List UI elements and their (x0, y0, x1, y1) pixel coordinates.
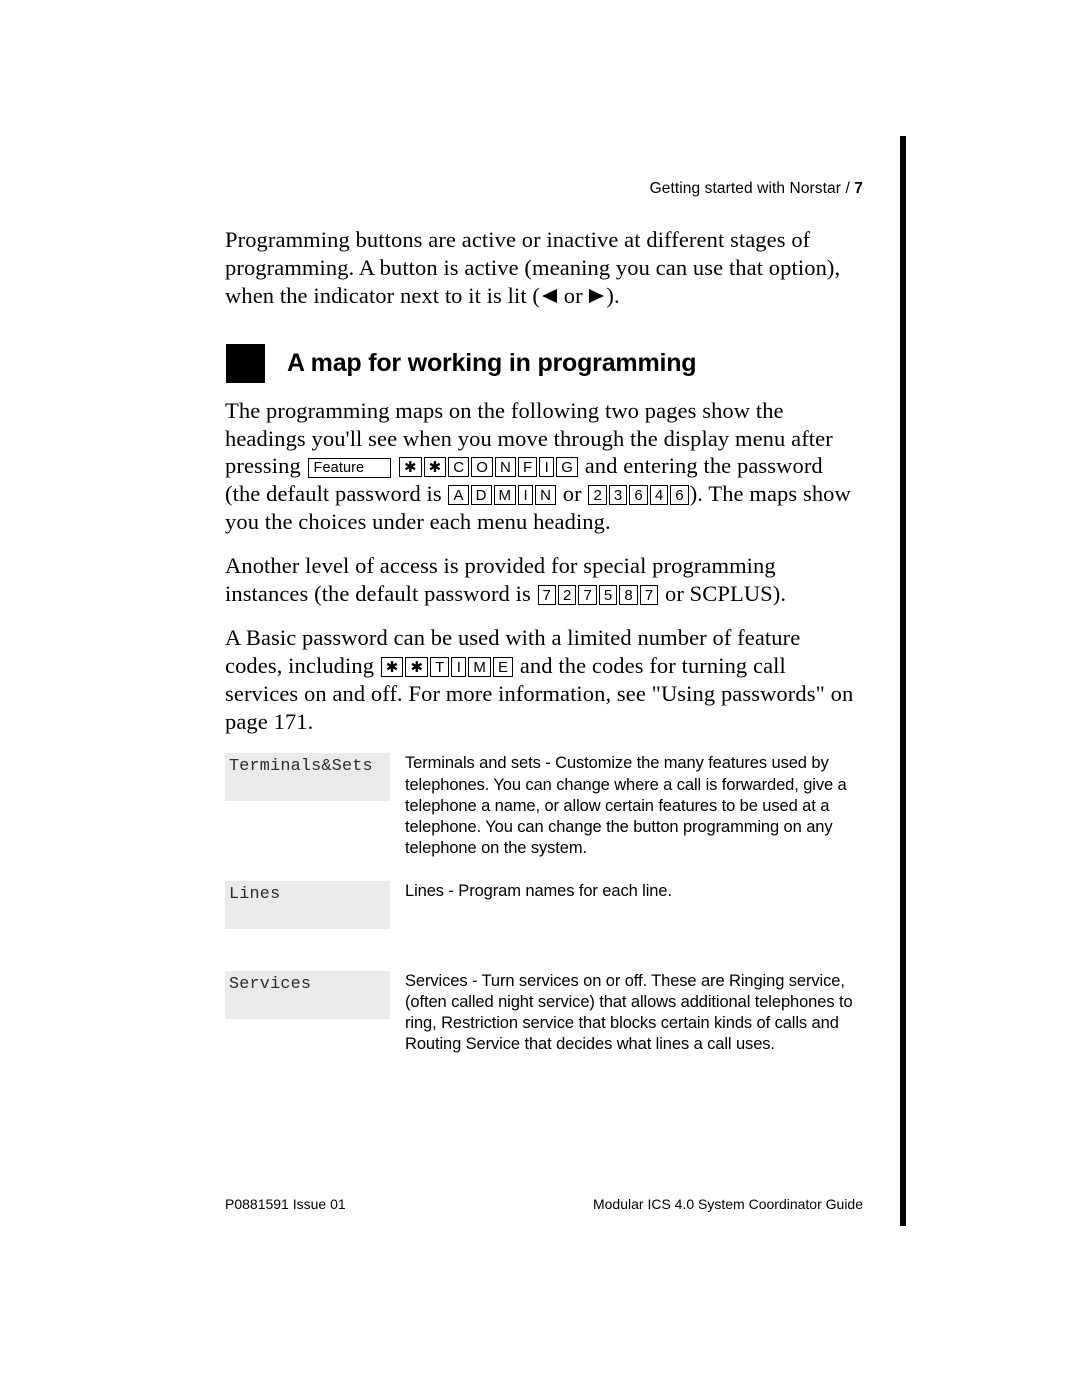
key-star: ✱ (399, 457, 422, 477)
key-g: G (556, 457, 578, 477)
key-m: M (468, 657, 491, 677)
p3-b: or SCPLUS). (659, 581, 786, 606)
key-d: D (471, 485, 492, 505)
lcd-display: Lines (225, 881, 390, 929)
page-right-rule (900, 136, 906, 1226)
footer-left: P0881591 Issue 01 (225, 1196, 346, 1212)
key-i: I (518, 485, 533, 505)
key-f: F (518, 457, 537, 477)
key-m: M (494, 485, 517, 505)
section-heading: A map for working in programming (287, 349, 696, 378)
page-number: 7 (854, 180, 863, 197)
map-label: Services (225, 971, 393, 1019)
map-label: Lines (225, 881, 393, 929)
p4: A Basic password can be used with a limi… (225, 624, 863, 736)
key-c: C (448, 457, 469, 477)
map-row: Terminals&Sets Terminals and sets - Cust… (225, 753, 862, 859)
key-2: 2 (558, 585, 576, 605)
p2-c: or (557, 481, 587, 506)
content-area: Getting started with Norstar / 7 Program… (225, 180, 863, 1077)
map-row: Lines Lines - Program names for each lin… (225, 881, 862, 929)
key-n: N (495, 457, 516, 477)
key-i: I (451, 657, 466, 677)
key-7: 7 (538, 585, 556, 605)
intro-paragraph: Programming buttons are active or inacti… (225, 226, 863, 310)
key-star: ✱ (405, 657, 428, 677)
triangle-left-icon (540, 288, 558, 304)
key-e: E (493, 657, 513, 677)
map-label: Terminals&Sets (225, 753, 393, 801)
key-7: 7 (640, 585, 658, 605)
key-4: 4 (650, 485, 668, 505)
key-n: N (535, 485, 556, 505)
page-footer: P0881591 Issue 01 Modular ICS 4.0 System… (225, 1196, 863, 1212)
running-head-section: Getting started with Norstar / (650, 180, 855, 197)
map-desc: Lines - Program names for each line. (405, 881, 862, 902)
running-head: Getting started with Norstar / 7 (225, 180, 863, 198)
lcd-display: Terminals&Sets (225, 753, 390, 801)
key-t: T (430, 657, 449, 677)
p2: The programming maps on the following tw… (225, 397, 863, 536)
key-2: 2 (588, 485, 606, 505)
intro-text-b: or (558, 283, 588, 308)
intro-text-a: Programming buttons are active or inacti… (225, 227, 840, 308)
triangle-right-icon (588, 288, 606, 304)
section-heading-square-icon (226, 344, 265, 383)
key-5: 5 (599, 585, 617, 605)
p3: Another level of access is provided for … (225, 552, 863, 608)
key-6: 6 (670, 485, 688, 505)
section-heading-wrap: A map for working in programming (225, 344, 863, 383)
map-row: Services Services - Turn services on or … (225, 971, 862, 1055)
key-7: 7 (578, 585, 596, 605)
key-star: ✱ (424, 457, 447, 477)
key-star: ✱ (381, 657, 404, 677)
key-3: 3 (609, 485, 627, 505)
map-desc: Services - Turn services on or off. Thes… (405, 971, 862, 1055)
map-table: Terminals&Sets Terminals and sets - Cust… (225, 753, 862, 1055)
footer-right: Modular ICS 4.0 System Coordinator Guide (593, 1196, 863, 1212)
map-desc: Terminals and sets - Customize the many … (405, 753, 862, 859)
page: Getting started with Norstar / 7 Program… (0, 0, 1080, 1397)
feature-key: Feature (308, 458, 392, 478)
key-6: 6 (629, 485, 647, 505)
key-o: O (471, 457, 493, 477)
key-8: 8 (619, 585, 637, 605)
key-i: I (539, 457, 554, 477)
lcd-display: Services (225, 971, 390, 1019)
intro-text-c: ). (606, 283, 619, 308)
key-a: A (448, 485, 468, 505)
